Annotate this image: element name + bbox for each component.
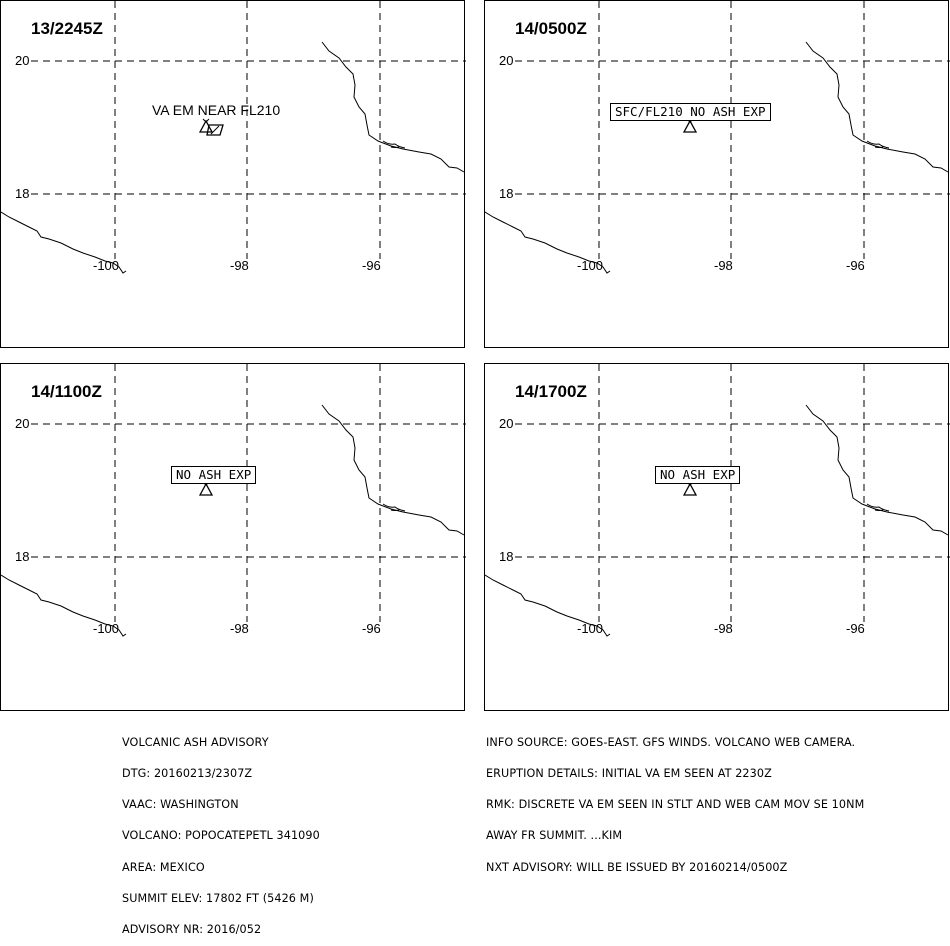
lat-label-18: 18 xyxy=(15,186,30,201)
coastline-west xyxy=(1,211,127,274)
lon-label-96: -96 xyxy=(362,621,381,636)
lat-label-20: 20 xyxy=(499,416,514,431)
coastline-detail xyxy=(866,140,890,149)
advisory-line: SUMMIT ELEV: 17802 FT (5426 M) xyxy=(122,891,314,905)
lon-label-100: -100 xyxy=(577,621,604,636)
map-panel-4: 14/1700Z 20 18 -100 -98 -96 NO ASH EXP xyxy=(484,363,950,711)
map-canvas xyxy=(1,1,466,274)
panel-time-label: 14/1100Z xyxy=(31,382,102,401)
map-panel-3: 14/1100Z 20 18 -100 -98 -96 NO ASH EXP xyxy=(0,363,466,711)
lat-label-20: 20 xyxy=(15,53,30,68)
map-canvas xyxy=(485,1,950,274)
lat-label-18: 18 xyxy=(499,549,514,564)
coastline-west xyxy=(1,574,127,637)
lat-label-20: 20 xyxy=(15,416,30,431)
ash-label: NO ASH EXP xyxy=(171,466,257,484)
ash-area-hatch xyxy=(210,125,220,135)
lon-label-98: -98 xyxy=(714,621,733,636)
ash-area-polygon xyxy=(206,124,224,136)
lon-label-98: -98 xyxy=(230,621,249,636)
coastline-east xyxy=(805,404,949,536)
lat-label-20: 20 xyxy=(499,53,514,68)
ash-label: SFC/FL210 NO ASH EXP xyxy=(610,103,771,121)
advisory-line: AREA: MEXICO xyxy=(122,860,205,874)
panel-time-label: 14/1700Z xyxy=(515,382,587,401)
lon-label-100: -100 xyxy=(93,258,120,273)
advisory-line: ADVISORY NR: 2016/052 xyxy=(122,923,262,937)
panel-time-label: 13/2245Z xyxy=(31,19,103,38)
volcano-icon xyxy=(682,482,698,496)
ash-label: VA EM NEAR FL210 xyxy=(152,102,281,118)
advisory-line: RMK: DISCRETE VA EM SEEN IN STLT AND WEB… xyxy=(486,798,865,812)
lon-label-96: -96 xyxy=(362,258,381,273)
advisory-remarks-text: INFO SOURCE: GOES-EAST. GFS WINDS. VOLCA… xyxy=(486,717,864,884)
advisory-header-text: VOLCANIC ASH ADVISORY DTG: 20160213/2307… xyxy=(122,717,320,946)
coastline-east xyxy=(321,404,465,536)
lon-label-96: -96 xyxy=(846,258,865,273)
lon-label-98: -98 xyxy=(714,258,733,273)
lon-label-98: -98 xyxy=(230,258,249,273)
coastline-west xyxy=(485,574,611,637)
lon-label-100: -100 xyxy=(93,621,120,636)
advisory-line: VAAC: WASHINGTON xyxy=(122,798,239,812)
volcano-icon xyxy=(682,119,698,133)
lon-label-100: -100 xyxy=(577,258,604,273)
lat-label-18: 18 xyxy=(15,549,30,564)
coastline-detail xyxy=(382,140,406,149)
volcano-vent-icon xyxy=(202,118,210,123)
advisory-line: INFO SOURCE: GOES-EAST. GFS WINDS. VOLCA… xyxy=(486,735,856,749)
map-panel-2: 14/0500Z 20 18 -100 -98 -96 SFC/FL210 NO… xyxy=(484,0,950,348)
coastline-detail xyxy=(866,503,890,512)
coastline-west xyxy=(485,211,611,274)
advisory-line: VOLCANO: POPOCATEPETL 341090 xyxy=(122,829,320,843)
map-canvas xyxy=(1,364,466,637)
map-panel-1: 13/2245Z 20 18 -100 -98 -96 VA EM NEAR F… xyxy=(0,0,466,348)
advisory-line: DTG: 20160213/2307Z xyxy=(122,767,253,781)
ash-label: NO ASH EXP xyxy=(655,466,741,484)
advisory-line: ERUPTION DETAILS: INITIAL VA EM SEEN AT … xyxy=(486,767,772,781)
coastline-east xyxy=(805,41,949,173)
coastline-east xyxy=(321,41,465,173)
map-canvas xyxy=(485,364,950,637)
lat-label-18: 18 xyxy=(499,186,514,201)
panel-time-label: 14/0500Z xyxy=(515,19,587,38)
coastline-detail xyxy=(382,503,406,512)
advisory-line: AWAY FR SUMMIT. ...KIM xyxy=(486,829,623,843)
volcano-icon xyxy=(198,482,214,496)
lon-label-96: -96 xyxy=(846,621,865,636)
advisory-line: NXT ADVISORY: WILL BE ISSUED BY 20160214… xyxy=(486,860,788,874)
advisory-line: VOLCANIC ASH ADVISORY xyxy=(122,735,269,749)
